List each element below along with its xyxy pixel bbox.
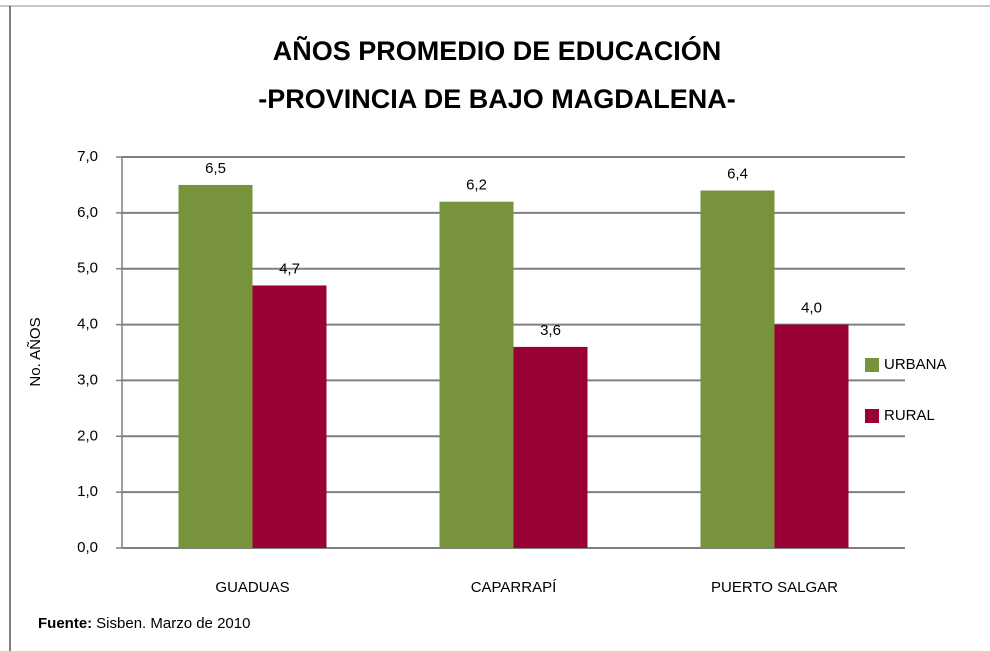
x-tick-label: GUADUAS <box>215 579 289 596</box>
bar <box>513 346 588 548</box>
y-tick-label: 5,0 <box>77 260 98 277</box>
y-tick-label: 2,0 <box>77 427 98 444</box>
bar <box>700 190 775 548</box>
y-tick-label: 0,0 <box>77 539 98 556</box>
legend-label: RURAL <box>884 407 935 424</box>
value-label: 3,6 <box>540 322 561 339</box>
y-tick-label: 4,0 <box>77 316 98 333</box>
source: Fuente: Sisben. Marzo de 2010 <box>38 615 250 632</box>
legend-swatch <box>865 358 879 372</box>
value-label: 6,2 <box>466 177 487 194</box>
y-axis-label: No. AÑOS <box>27 317 44 386</box>
value-label: 4,7 <box>279 260 300 277</box>
bar <box>439 201 514 548</box>
chart-title: AÑOS PROMEDIO DE EDUCACIÓN <box>273 35 722 66</box>
chart-title: -PROVINCIA DE BAJO MAGDALENA- <box>258 84 736 114</box>
bar <box>774 324 849 548</box>
y-tick-label: 3,0 <box>77 371 98 388</box>
x-tick-label: CAPARRAPÍ <box>471 579 557 596</box>
value-label: 4,0 <box>801 300 822 317</box>
source-label: Fuente: <box>38 615 92 632</box>
value-label: 6,5 <box>205 160 226 177</box>
y-tick-label: 1,0 <box>77 483 98 500</box>
value-label: 6,4 <box>727 165 748 182</box>
source-text: Sisben. Marzo de 2010 <box>96 615 250 632</box>
legend-swatch <box>865 409 879 423</box>
y-tick-label: 7,0 <box>77 148 98 165</box>
bar <box>178 184 253 548</box>
x-tick-label: PUERTO SALGAR <box>711 579 838 596</box>
y-tick-label: 6,0 <box>77 204 98 221</box>
bar <box>252 285 327 548</box>
legend-label: URBANA <box>884 356 947 373</box>
